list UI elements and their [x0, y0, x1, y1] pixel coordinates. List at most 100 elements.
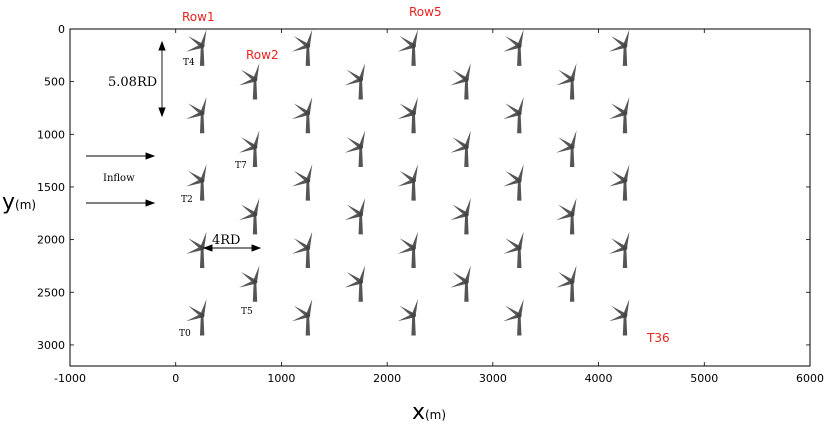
turbine-hub — [516, 245, 522, 251]
turbine-blade — [239, 279, 256, 288]
turbine-tower — [358, 214, 363, 235]
turbine-hub — [411, 313, 416, 318]
turbine-blade — [505, 305, 521, 318]
y-tick-label: 1500 — [37, 181, 65, 194]
turbine-blade — [505, 36, 521, 48]
wind-turbine-icon — [397, 96, 418, 134]
x-tick-label: 0 — [172, 372, 179, 385]
horizontal-spacing-arrow — [202, 244, 262, 252]
turbine-hub — [622, 313, 628, 318]
y-tick-label: 2000 — [37, 234, 65, 247]
turbine-tower — [358, 79, 363, 100]
wind-turbine-icon — [397, 299, 418, 336]
vertical-spacing-arrow — [158, 40, 166, 118]
turbine-blade — [241, 271, 257, 284]
wind-turbine-icon — [291, 299, 313, 336]
turbine-hub — [569, 77, 575, 82]
turbine-blade — [188, 170, 204, 183]
turbine-blade — [464, 63, 471, 81]
turbine-blade — [399, 305, 415, 318]
turbine-hub — [199, 245, 205, 251]
turbine-blade — [570, 130, 577, 148]
turbine-blade — [505, 170, 521, 183]
turbine-blade — [399, 238, 415, 250]
turbine-hub — [464, 144, 469, 150]
t2-label: T2 — [181, 195, 193, 205]
y-tick-label: 2500 — [37, 286, 65, 299]
turbine-blade — [556, 279, 573, 288]
vertical-spacing-head-bottom — [158, 107, 166, 118]
axis-ticks: -1000 0 1000 2000 3000 4000 5000 6000 0 500 1000 15… — [37, 23, 824, 385]
vertical-spacing-head-top — [158, 40, 166, 51]
x-axis-title-unit: (m) — [425, 408, 446, 422]
turbine-hub — [305, 245, 311, 251]
turbine-blade — [241, 69, 257, 82]
turbine-hub — [516, 313, 522, 318]
turbine-blade — [346, 204, 362, 217]
turbine-hub — [199, 178, 205, 183]
turbine-blade — [344, 212, 362, 221]
wind-turbine-icon — [239, 197, 260, 235]
turbine-tower — [199, 315, 205, 336]
turbine-blade — [611, 170, 627, 183]
turbine-hub — [199, 110, 205, 116]
turbine-blade — [344, 77, 362, 86]
turbine-hub — [464, 279, 469, 285]
wind-turbine-icon — [450, 197, 471, 235]
turbine-hub — [305, 313, 311, 318]
turbine-blade — [397, 43, 415, 52]
turbine-blade — [344, 279, 362, 288]
turbine-tower — [464, 79, 469, 100]
turbine-hub — [358, 212, 364, 217]
turbine-blade — [558, 204, 574, 217]
wind-turbine-icon — [450, 265, 471, 302]
turbine-blade — [186, 313, 203, 322]
turbine-blade — [570, 197, 577, 215]
turbine-blade — [399, 103, 415, 115]
turbine-hub — [411, 110, 416, 116]
turbine-blade — [346, 137, 362, 149]
turbine-tower — [199, 248, 205, 269]
turbine-blade — [517, 29, 524, 47]
turbine-blade — [411, 231, 418, 249]
turbine-hub — [305, 110, 311, 116]
turbine-tower — [305, 248, 311, 269]
turbine-tower — [622, 248, 628, 269]
x-axis-title-symbol: x — [412, 400, 425, 425]
turbine-hub — [358, 77, 364, 82]
turbine-blade — [358, 130, 366, 148]
turbine-blade — [411, 164, 418, 182]
turbine-blade — [291, 313, 309, 322]
turbine-blade — [517, 96, 524, 114]
turbine-blade — [358, 197, 366, 215]
wind-turbine-icon — [503, 96, 524, 134]
x-tick-label: 4000 — [585, 372, 613, 385]
turbine-blade — [252, 265, 260, 283]
turbine-blade — [293, 103, 310, 115]
turbine-tower — [252, 146, 258, 167]
wind-turbine-icon — [397, 164, 418, 201]
turbine-tower — [622, 113, 628, 134]
y-axis-title: y(m) — [2, 190, 36, 215]
turbine-tower — [622, 180, 628, 201]
turbine-blade — [558, 69, 574, 82]
turbine-hub — [516, 43, 522, 49]
inflow-arrows — [86, 152, 156, 207]
wind-turbine-icon — [397, 231, 418, 269]
turbine-array — [186, 29, 630, 336]
turbine-hub — [622, 110, 628, 116]
turbine-blade — [558, 137, 574, 149]
x-tick-label: 5000 — [690, 372, 718, 385]
turbine-blade — [293, 36, 310, 48]
turbine-blade — [411, 299, 418, 316]
turbine-tower — [411, 248, 416, 269]
wind-turbine-icon — [291, 231, 313, 269]
turbine-tower — [411, 315, 416, 336]
row5-label: Row5 — [409, 5, 442, 19]
wind-turbine-icon — [239, 265, 260, 302]
turbine-blade — [517, 231, 524, 249]
turbine-blade — [305, 231, 313, 249]
turbine-hub — [464, 212, 469, 217]
t5-label: T5 — [241, 307, 253, 317]
x-axis-title: x(m) — [412, 400, 446, 425]
